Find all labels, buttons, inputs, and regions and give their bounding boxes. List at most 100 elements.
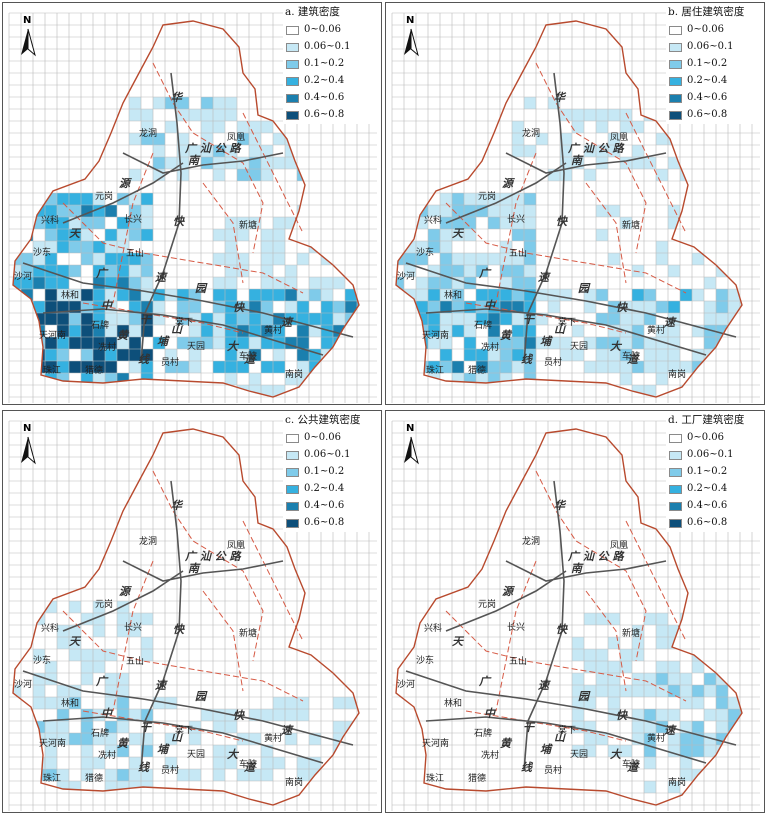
density-cell — [500, 277, 512, 289]
density-cell — [69, 361, 81, 373]
density-cell — [273, 157, 285, 169]
density-cell — [129, 217, 141, 229]
density-cell — [105, 397, 117, 405]
density-cell — [584, 145, 596, 157]
density-cell — [189, 769, 201, 781]
density-cell — [596, 109, 608, 121]
density-cell — [512, 289, 524, 301]
legend-row-5: 0.6~0.8 — [283, 515, 378, 532]
legend-row-4: 0.4~0.6 — [283, 90, 378, 107]
legend-swatch-0 — [669, 433, 682, 443]
road-label-yuan: 园 — [578, 282, 589, 295]
density-cell — [249, 145, 261, 157]
density-cell — [704, 637, 716, 649]
density-cell — [153, 97, 165, 109]
density-cell — [369, 361, 381, 373]
density-cell — [69, 265, 81, 277]
density-cell — [177, 361, 189, 373]
density-cell — [476, 361, 488, 373]
density-cell — [225, 349, 237, 361]
road-label-kuai2: 快 — [233, 709, 244, 722]
density-cell — [608, 337, 620, 349]
density-cell — [81, 325, 93, 337]
place-chepo: 车陂 — [239, 760, 258, 770]
density-cell — [369, 337, 381, 349]
density-cell — [716, 781, 728, 793]
density-cell — [369, 697, 381, 709]
panel-building-density: N a. 建筑密度 0~0.06 0.06~0.1 0.1~0.2 0.2~0.… — [2, 2, 382, 405]
district-boundaries — [62, 62, 304, 334]
road-label-zhong: 中 — [484, 299, 495, 312]
place-shahe: 沙河 — [397, 272, 416, 282]
density-cell — [13, 613, 21, 625]
density-cell — [45, 205, 57, 217]
density-cell — [396, 301, 404, 313]
density-cell — [81, 709, 93, 721]
legend-row-1: 0.06~0.1 — [666, 39, 761, 56]
density-cell — [680, 697, 692, 709]
road-label-shan: 山 — [554, 323, 565, 336]
density-cell — [321, 325, 333, 337]
density-cell — [572, 721, 584, 733]
density-cell — [716, 229, 728, 241]
density-cell — [692, 745, 704, 757]
density-cell — [153, 301, 165, 313]
density-cell — [141, 649, 153, 661]
density-cell — [345, 337, 357, 349]
density-cell — [69, 313, 81, 325]
density-cell — [213, 757, 225, 769]
density-cell — [117, 349, 129, 361]
density-cell — [129, 709, 141, 721]
density-cell — [117, 217, 129, 229]
legend-swatch-4 — [669, 93, 682, 103]
density-cell — [668, 301, 680, 313]
density-cell — [57, 697, 69, 709]
density-cell — [357, 757, 359, 769]
density-cell — [13, 217, 21, 229]
road-label-gan: 干 — [523, 721, 534, 734]
density-cell — [141, 385, 153, 397]
density-cell — [728, 289, 740, 301]
density-cell — [201, 337, 213, 349]
place-tianyuan: 天园 — [187, 342, 206, 352]
density-cell — [512, 145, 524, 157]
panel-residential-density: N b. 居住建筑密度 0~0.06 0.06~0.1 0.1~0.2 0.2~… — [385, 2, 765, 405]
density-cell — [129, 733, 141, 745]
density-cell — [357, 217, 359, 229]
density-cell — [297, 709, 309, 721]
density-cell — [213, 169, 225, 181]
density-cell — [476, 349, 488, 361]
density-cell — [396, 349, 404, 361]
density-cell — [129, 97, 141, 109]
density-cell — [524, 241, 536, 253]
density-cell — [560, 109, 572, 121]
density-cell — [396, 229, 404, 241]
density-cell — [141, 133, 153, 145]
density-cell — [656, 253, 668, 265]
density-cell — [680, 637, 692, 649]
density-cell — [93, 601, 105, 613]
density-cell — [440, 253, 452, 265]
legend: c. 公共建筑密度 0~0.06 0.06~0.1 0.1~0.2 0.2~0.… — [283, 413, 378, 532]
place-zhujiang: 珠江 — [426, 366, 445, 376]
density-cell — [273, 289, 285, 301]
city-boundary — [12, 20, 360, 398]
place-huangcun: 黄村 — [647, 734, 666, 744]
density-cell — [21, 205, 33, 217]
density-cell — [117, 241, 129, 253]
density-cell — [21, 193, 33, 205]
density-cell — [129, 169, 141, 181]
density-cell — [93, 361, 105, 373]
legend-row-2: 0.1~0.2 — [666, 464, 761, 481]
density-cell — [620, 745, 632, 757]
density-cell — [740, 217, 742, 229]
legend-label-1: 0.06~0.1 — [304, 449, 351, 460]
density-cell — [704, 301, 716, 313]
density-cell — [297, 313, 309, 325]
density-cell — [21, 265, 33, 277]
density-cell — [93, 241, 105, 253]
density-cell — [357, 385, 359, 397]
density-cell — [752, 313, 764, 325]
density-cell — [632, 673, 644, 685]
legend-label-1: 0.06~0.1 — [687, 449, 734, 460]
